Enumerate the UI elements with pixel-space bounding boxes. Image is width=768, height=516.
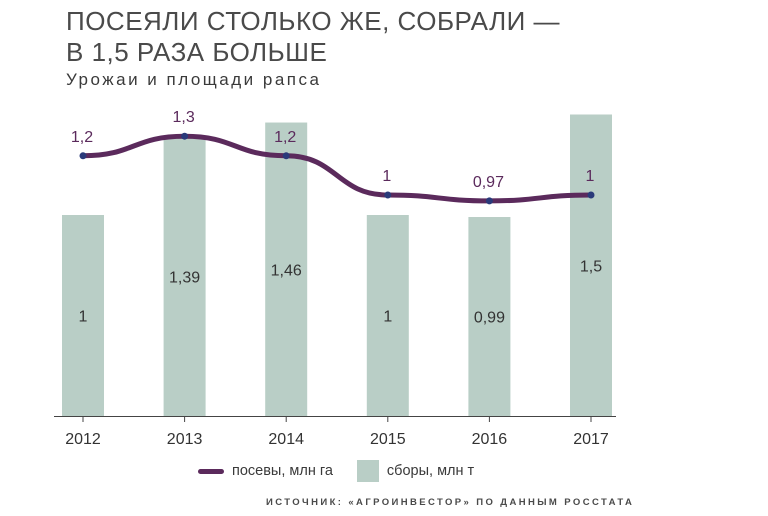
line-value-label: 1	[586, 168, 595, 185]
legend-line-swatch	[198, 468, 224, 474]
bar-2016	[468, 217, 511, 416]
x-tick-label: 2017	[573, 431, 609, 448]
line-point	[587, 191, 595, 199]
chart-title-line-1: ПОСЕЯЛИ СТОЛЬКО ЖЕ, СОБРАЛИ —	[66, 6, 561, 36]
bar-value-label: 1,5	[580, 258, 602, 275]
x-tick-label: 2014	[268, 431, 304, 448]
line-point	[384, 191, 392, 199]
bar-value-label: 1	[383, 309, 392, 326]
x-tick-label: 2015	[370, 431, 406, 448]
chart-subtitle: Урожаи и площади рапса	[66, 70, 322, 89]
x-tick-label: 2012	[65, 431, 101, 448]
bar-2012	[62, 215, 104, 416]
line-value-label: 0,97	[473, 174, 504, 191]
bar-value-label: 1,39	[169, 269, 200, 286]
line-point	[79, 152, 87, 160]
legend-bar-swatch	[356, 460, 379, 482]
x-tick-label: 2013	[167, 431, 203, 448]
bar-2017	[570, 114, 612, 416]
line-value-label: 1,2	[71, 129, 93, 146]
bar-2015	[366, 215, 409, 416]
chart-legend: посевы, млн га сборы, млн т	[198, 460, 474, 482]
legend-bar-label: сборы, млн т	[386, 463, 475, 479]
chart-title: ПОСЕЯЛИ СТОЛЬКО ЖЕ, СОБРАЛИ — В 1,5 РАЗА…	[66, 6, 560, 68]
legend-line-label: посевы, млн га	[232, 463, 333, 479]
bar-2013	[163, 136, 206, 417]
line-value-label: 1	[382, 168, 391, 185]
source-note: ИСТОЧНИК: «АГРОИНВЕСТОР» ПО ДАННЫМ РОССТ…	[266, 497, 635, 508]
line-value-label: 1,3	[172, 109, 194, 126]
bar-2014	[265, 122, 308, 416]
line-point	[485, 197, 493, 205]
series-line-posevy	[80, 133, 594, 204]
chart-title-line-2: В 1,5 РАЗА БОЛЬШЕ	[66, 37, 328, 67]
bar-value-label: 0,99	[474, 310, 505, 327]
x-tick-label: 2016	[472, 431, 508, 448]
line-point	[282, 152, 290, 160]
line-value-label: 1,2	[274, 129, 296, 146]
bar-value-label: 1,46	[271, 262, 302, 279]
bar-value-label: 1	[79, 309, 88, 326]
line-point	[181, 132, 189, 140]
